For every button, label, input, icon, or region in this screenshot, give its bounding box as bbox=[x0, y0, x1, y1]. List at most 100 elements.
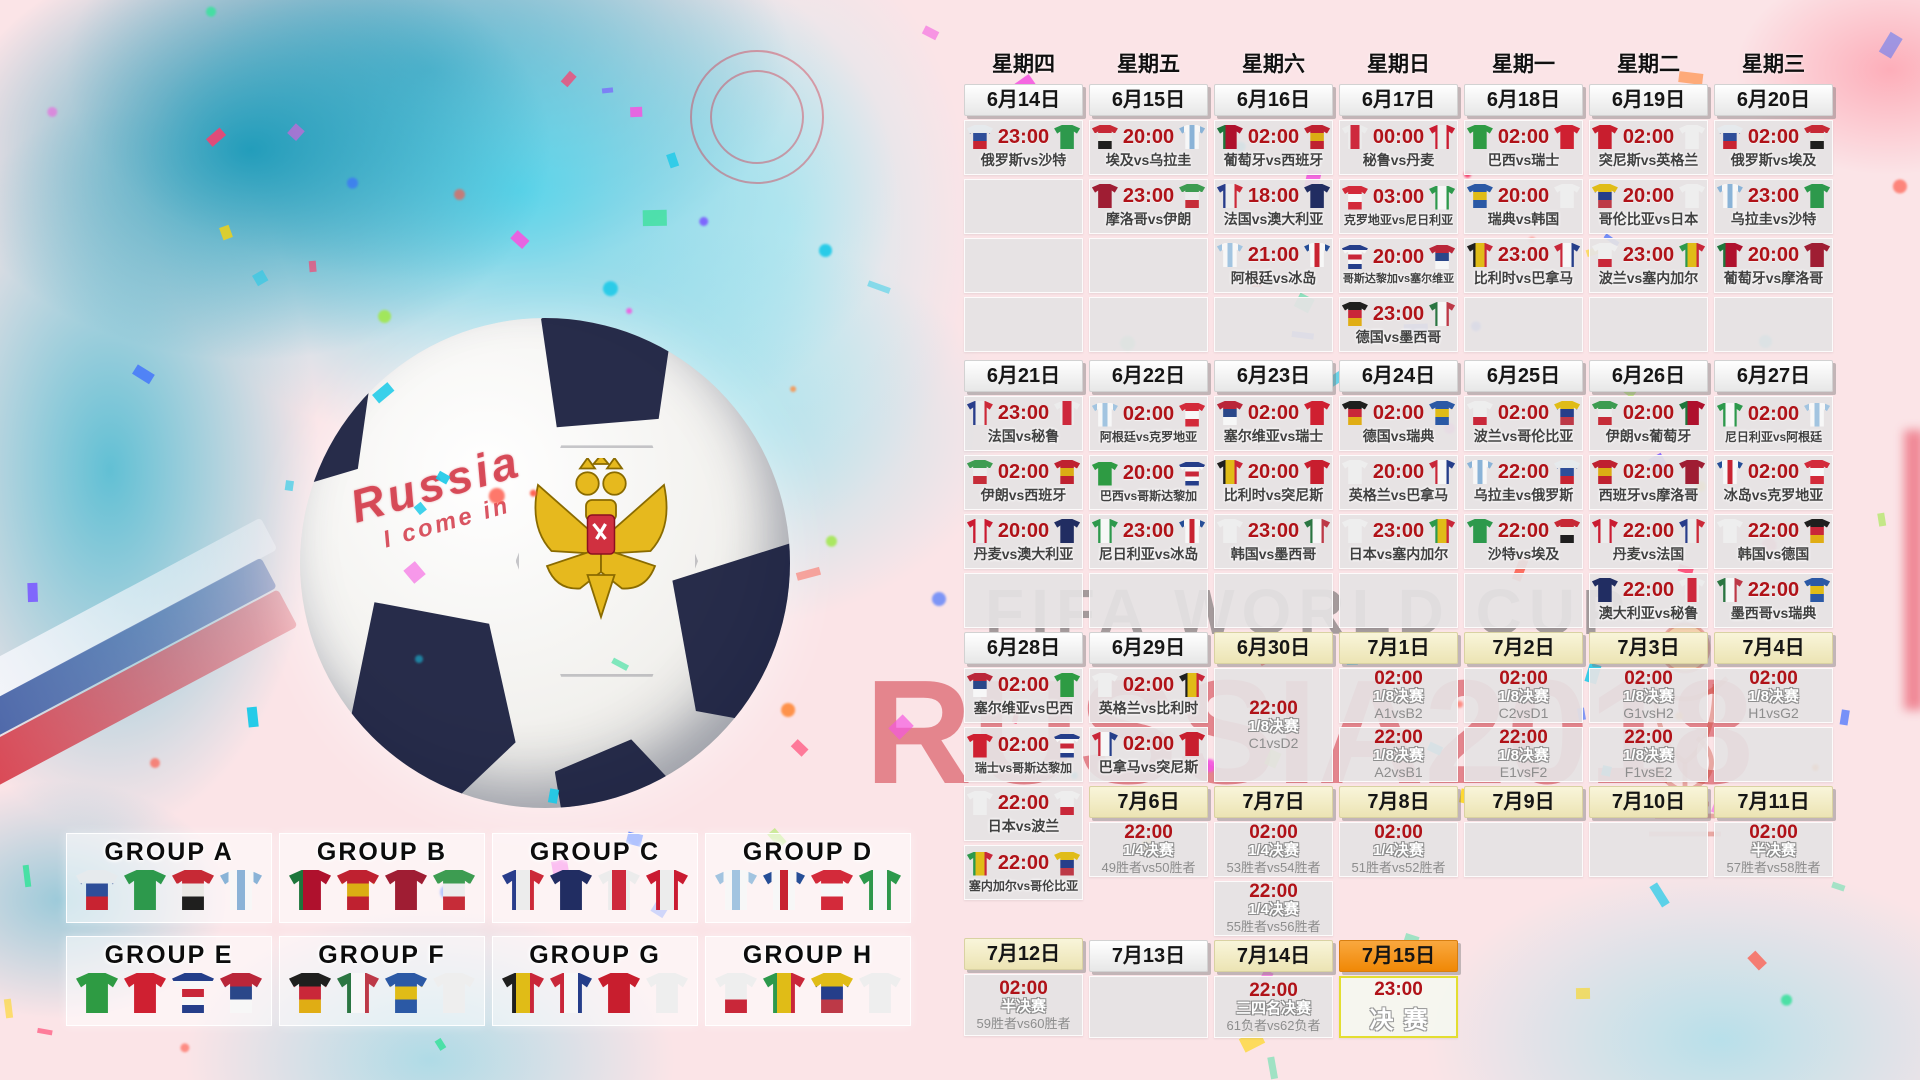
match-time: 23:00 bbox=[1622, 243, 1675, 266]
knockout-cell: 02:00 1/8决赛 C2vsD1 bbox=[1464, 668, 1583, 723]
match-time-row: 22:00 bbox=[1590, 519, 1707, 543]
match-name: 哥斯达黎加vs塞尔维亚 bbox=[1342, 273, 1455, 285]
round-label: 1/8决赛 bbox=[1748, 688, 1799, 705]
date-button-6月29日[interactable]: 6月29日 bbox=[1089, 632, 1208, 664]
jersey-icon-摩洛哥 bbox=[385, 870, 427, 910]
date-button-6月20日[interactable]: 6月20日 bbox=[1714, 84, 1833, 116]
match-cell: 23:00 俄罗斯vs沙特 bbox=[964, 120, 1083, 175]
group-jersey-row bbox=[76, 973, 262, 1013]
match-cell: 02:00 西班牙vs摩洛哥 bbox=[1589, 455, 1708, 510]
match-time-row: 02:00 bbox=[1590, 125, 1707, 149]
empty-cell bbox=[1089, 238, 1208, 293]
empty-cell bbox=[1339, 573, 1458, 628]
final-match-cell[interactable]: 23:00 决赛 bbox=[1339, 976, 1458, 1038]
match-time: 23:00 bbox=[1374, 978, 1423, 1000]
match-time-row: 02:00 bbox=[1090, 673, 1207, 697]
match-time-row: 02:00 bbox=[965, 733, 1082, 758]
bracket-teams-label: 51胜者vs52胜者 bbox=[1351, 860, 1446, 875]
round-label: 半决赛 bbox=[1000, 997, 1046, 1015]
date-button-6月27日[interactable]: 6月27日 bbox=[1714, 360, 1833, 392]
match-cell: 22:00 乌拉圭vs俄罗斯 bbox=[1464, 455, 1583, 510]
match-time-row: 02:00 bbox=[1590, 401, 1707, 425]
jersey-icon-塞尔维亚 bbox=[220, 973, 262, 1013]
match-time: 00:00 bbox=[1372, 125, 1425, 148]
jersey-icon-塞内加尔 bbox=[763, 973, 805, 1013]
empty-cell bbox=[1464, 297, 1583, 352]
date-button-7月10日[interactable]: 7月10日 bbox=[1589, 786, 1708, 818]
match-name: 阿根廷vs克罗地亚 bbox=[1099, 429, 1198, 444]
match-name: 塞尔维亚vs瑞士 bbox=[1223, 428, 1324, 444]
date-button-6月14日[interactable]: 6月14日 bbox=[964, 84, 1083, 116]
date-button-6月23日[interactable]: 6月23日 bbox=[1214, 360, 1333, 392]
match-name: 比利时vs突尼斯 bbox=[1223, 487, 1324, 503]
match-cell: 20:00 葡萄牙vs摩洛哥 bbox=[1714, 238, 1833, 293]
group-jersey-row bbox=[289, 870, 475, 910]
jersey-icon-巴拿马 bbox=[550, 973, 592, 1013]
jersey-icon-英格兰 bbox=[646, 973, 688, 1013]
date-button-7月15日[interactable]: 7月15日 bbox=[1339, 940, 1458, 972]
jersey-icon-韩国 bbox=[433, 973, 475, 1013]
knockout-cell: 02:00 1/4决赛 51胜者vs52胜者 bbox=[1339, 822, 1458, 877]
match-time: 23:00 bbox=[1122, 184, 1175, 207]
match-time: 22:00 bbox=[1747, 519, 1800, 542]
match-name: 尼日利亚vs阿根廷 bbox=[1724, 429, 1823, 444]
weekday-label: 星期五 bbox=[1117, 53, 1180, 76]
match-name: 巴西vs哥斯达黎加 bbox=[1099, 488, 1198, 503]
match-name: 日本vs波兰 bbox=[987, 818, 1060, 834]
date-button-7月3日[interactable]: 7月3日 bbox=[1589, 632, 1708, 664]
date-button-6月24日[interactable]: 6月24日 bbox=[1339, 360, 1458, 392]
group-jersey-row bbox=[502, 870, 688, 910]
match-cell: 23:00 德国vs墨西哥 bbox=[1339, 297, 1458, 352]
match-time: 02:00 bbox=[1622, 401, 1675, 424]
match-time-row: 02:00 bbox=[1090, 402, 1207, 427]
date-button-6月25日[interactable]: 6月25日 bbox=[1464, 360, 1583, 392]
match-time-row: 02:00 bbox=[1590, 460, 1707, 484]
date-button-6月18日[interactable]: 6月18日 bbox=[1464, 84, 1583, 116]
date-button-7月11日[interactable]: 7月11日 bbox=[1714, 786, 1833, 818]
weekday-label: 星期六 bbox=[1242, 53, 1305, 76]
match-cell: 00:00 秘鲁vs丹麦 bbox=[1339, 120, 1458, 175]
date-button-7月9日[interactable]: 7月9日 bbox=[1464, 786, 1583, 818]
match-time: 22:00 bbox=[1747, 578, 1800, 601]
match-cell: 23:00 比利时vs巴拿马 bbox=[1464, 238, 1583, 293]
date-button-7月7日[interactable]: 7月7日 bbox=[1214, 786, 1333, 818]
date-button-6月28日[interactable]: 6月28日 bbox=[964, 632, 1083, 664]
match-cell: 22:00 沙特vs埃及 bbox=[1464, 514, 1583, 569]
match-cell: 20:00 哥伦比亚vs日本 bbox=[1589, 179, 1708, 234]
date-button-6月17日[interactable]: 6月17日 bbox=[1339, 84, 1458, 116]
date-button-6月26日[interactable]: 6月26日 bbox=[1589, 360, 1708, 392]
match-time-row: 02:00 bbox=[965, 673, 1082, 697]
date-button-7月14日[interactable]: 7月14日 bbox=[1214, 940, 1333, 972]
match-time: 02:00 bbox=[1497, 125, 1550, 148]
jersey-icon-沙特 bbox=[124, 870, 166, 910]
match-name: 波兰vs哥伦比亚 bbox=[1473, 428, 1574, 444]
date-button-7月2日[interactable]: 7月2日 bbox=[1464, 632, 1583, 664]
date-button-7月13日[interactable]: 7月13日 bbox=[1089, 940, 1208, 972]
match-cell: 23:00 法国vs秘鲁 bbox=[964, 396, 1083, 451]
date-button-6月22日[interactable]: 6月22日 bbox=[1089, 360, 1208, 392]
match-cell: 20:00 哥斯达黎加vs塞尔维亚 bbox=[1339, 238, 1458, 293]
date-button-7月6日[interactable]: 7月6日 bbox=[1089, 786, 1208, 818]
jersey-icon-德国 bbox=[289, 973, 331, 1013]
match-time-row: 20:00 bbox=[965, 519, 1082, 543]
date-button-6月21日[interactable]: 6月21日 bbox=[964, 360, 1083, 392]
match-time: 22:00 bbox=[1249, 979, 1298, 1001]
match-time: 02:00 bbox=[1747, 460, 1800, 483]
date-button-6月16日[interactable]: 6月16日 bbox=[1214, 84, 1333, 116]
date-button-7月12日[interactable]: 7月12日 bbox=[964, 938, 1083, 970]
date-button-7月4日[interactable]: 7月4日 bbox=[1714, 632, 1833, 664]
calendar-column-3: 星期六 6月16日 02:00 葡萄牙vs西班牙 18:00 法国vs澳大利亚 21:00 阿… bbox=[1214, 50, 1333, 1042]
match-name: 法国vs澳大利亚 bbox=[1223, 211, 1324, 227]
match-name: 比利时vs巴拿马 bbox=[1473, 270, 1574, 286]
date-button-7月8日[interactable]: 7月8日 bbox=[1339, 786, 1458, 818]
date-button-6月30日[interactable]: 6月30日 bbox=[1214, 632, 1333, 664]
bracket-teams-label: E1vsF2 bbox=[1499, 764, 1548, 780]
ball-pentagon bbox=[541, 318, 675, 428]
date-button-6月19日[interactable]: 6月19日 bbox=[1589, 84, 1708, 116]
date-button-7月1日[interactable]: 7月1日 bbox=[1339, 632, 1458, 664]
match-time: 20:00 bbox=[997, 519, 1050, 542]
match-time: 22:00 bbox=[1249, 881, 1298, 902]
jersey-icon-丹麦 bbox=[646, 870, 688, 910]
match-time: 02:00 bbox=[1249, 822, 1298, 843]
date-button-6月15日[interactable]: 6月15日 bbox=[1089, 84, 1208, 116]
